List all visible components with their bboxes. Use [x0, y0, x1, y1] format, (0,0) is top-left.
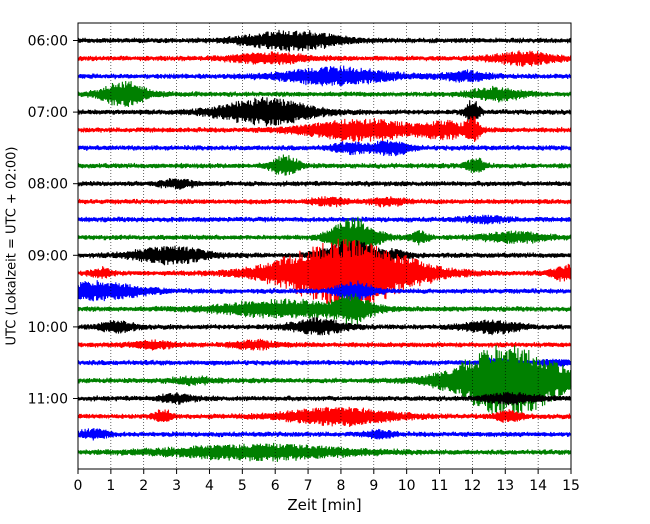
seismic-trace: [77, 216, 572, 259]
x-tick-label: 4: [205, 478, 214, 494]
seismic-trace: [77, 29, 572, 52]
y-tick-label: 08:00: [28, 177, 68, 193]
seismic-trace: [77, 196, 572, 208]
seismic-trace: [77, 391, 572, 406]
y-tick-label: 09:00: [28, 248, 68, 264]
seismic-trace: [77, 96, 572, 127]
seismic-trace: [77, 139, 572, 157]
x-tick-label: 9: [369, 478, 378, 494]
seismic-trace: [77, 116, 572, 143]
y-tick-label: 06:00: [28, 34, 68, 50]
x-tick-label: 11: [431, 478, 449, 494]
seismic-trace: [77, 178, 572, 190]
x-tick-label: 2: [139, 478, 148, 494]
x-axis-label: Zeit [min]: [287, 496, 361, 514]
y-axis-label: UTC (Lokalzeit = UTC + 02:00): [5, 147, 20, 346]
x-tick-label: 3: [172, 478, 181, 494]
grid-lines: [110, 23, 539, 469]
x-tick-label: 1: [106, 478, 115, 494]
seismic-trace: [77, 428, 572, 441]
seismic-trace: [77, 154, 572, 176]
x-tick-label: 7: [304, 478, 313, 494]
seismic-trace: [77, 406, 572, 428]
seismic-trace: [77, 344, 572, 417]
x-tick-label: 13: [496, 478, 514, 494]
x-tick-label: 5: [238, 478, 247, 494]
seismic-trace: [77, 293, 572, 325]
seismic-trace: [77, 214, 572, 225]
y-tick-label: 11:00: [28, 392, 68, 408]
x-tick-label: 10: [398, 478, 416, 494]
x-tick-label: 14: [529, 478, 547, 494]
seismic-trace: [77, 442, 572, 462]
seismic-trace: [77, 280, 572, 302]
trace-group: [77, 29, 572, 462]
x-tick-label: 12: [463, 478, 481, 494]
y-axis-ticks: 06:00 07:00 08:00 09:00 10:00 11:00: [28, 34, 78, 408]
y-tick-label: 10:00: [28, 320, 68, 336]
seismic-trace: [77, 65, 572, 87]
plot-frame: [77, 22, 572, 470]
seismic-trace: [77, 338, 572, 351]
x-tick-label: 6: [271, 478, 280, 494]
x-axis-ticks: 0 1 2 3 4 5 6 7 8 9 10 11 12 13 14 15: [74, 469, 580, 494]
seismic-trace: [77, 317, 572, 336]
seismic-trace: [77, 80, 572, 108]
seismic-trace: [77, 50, 572, 67]
x-tick-label: 0: [74, 478, 83, 494]
x-tick-label: 15: [562, 478, 580, 494]
y-tick-label: 07:00: [28, 105, 68, 121]
x-tick-label: 8: [336, 478, 345, 494]
